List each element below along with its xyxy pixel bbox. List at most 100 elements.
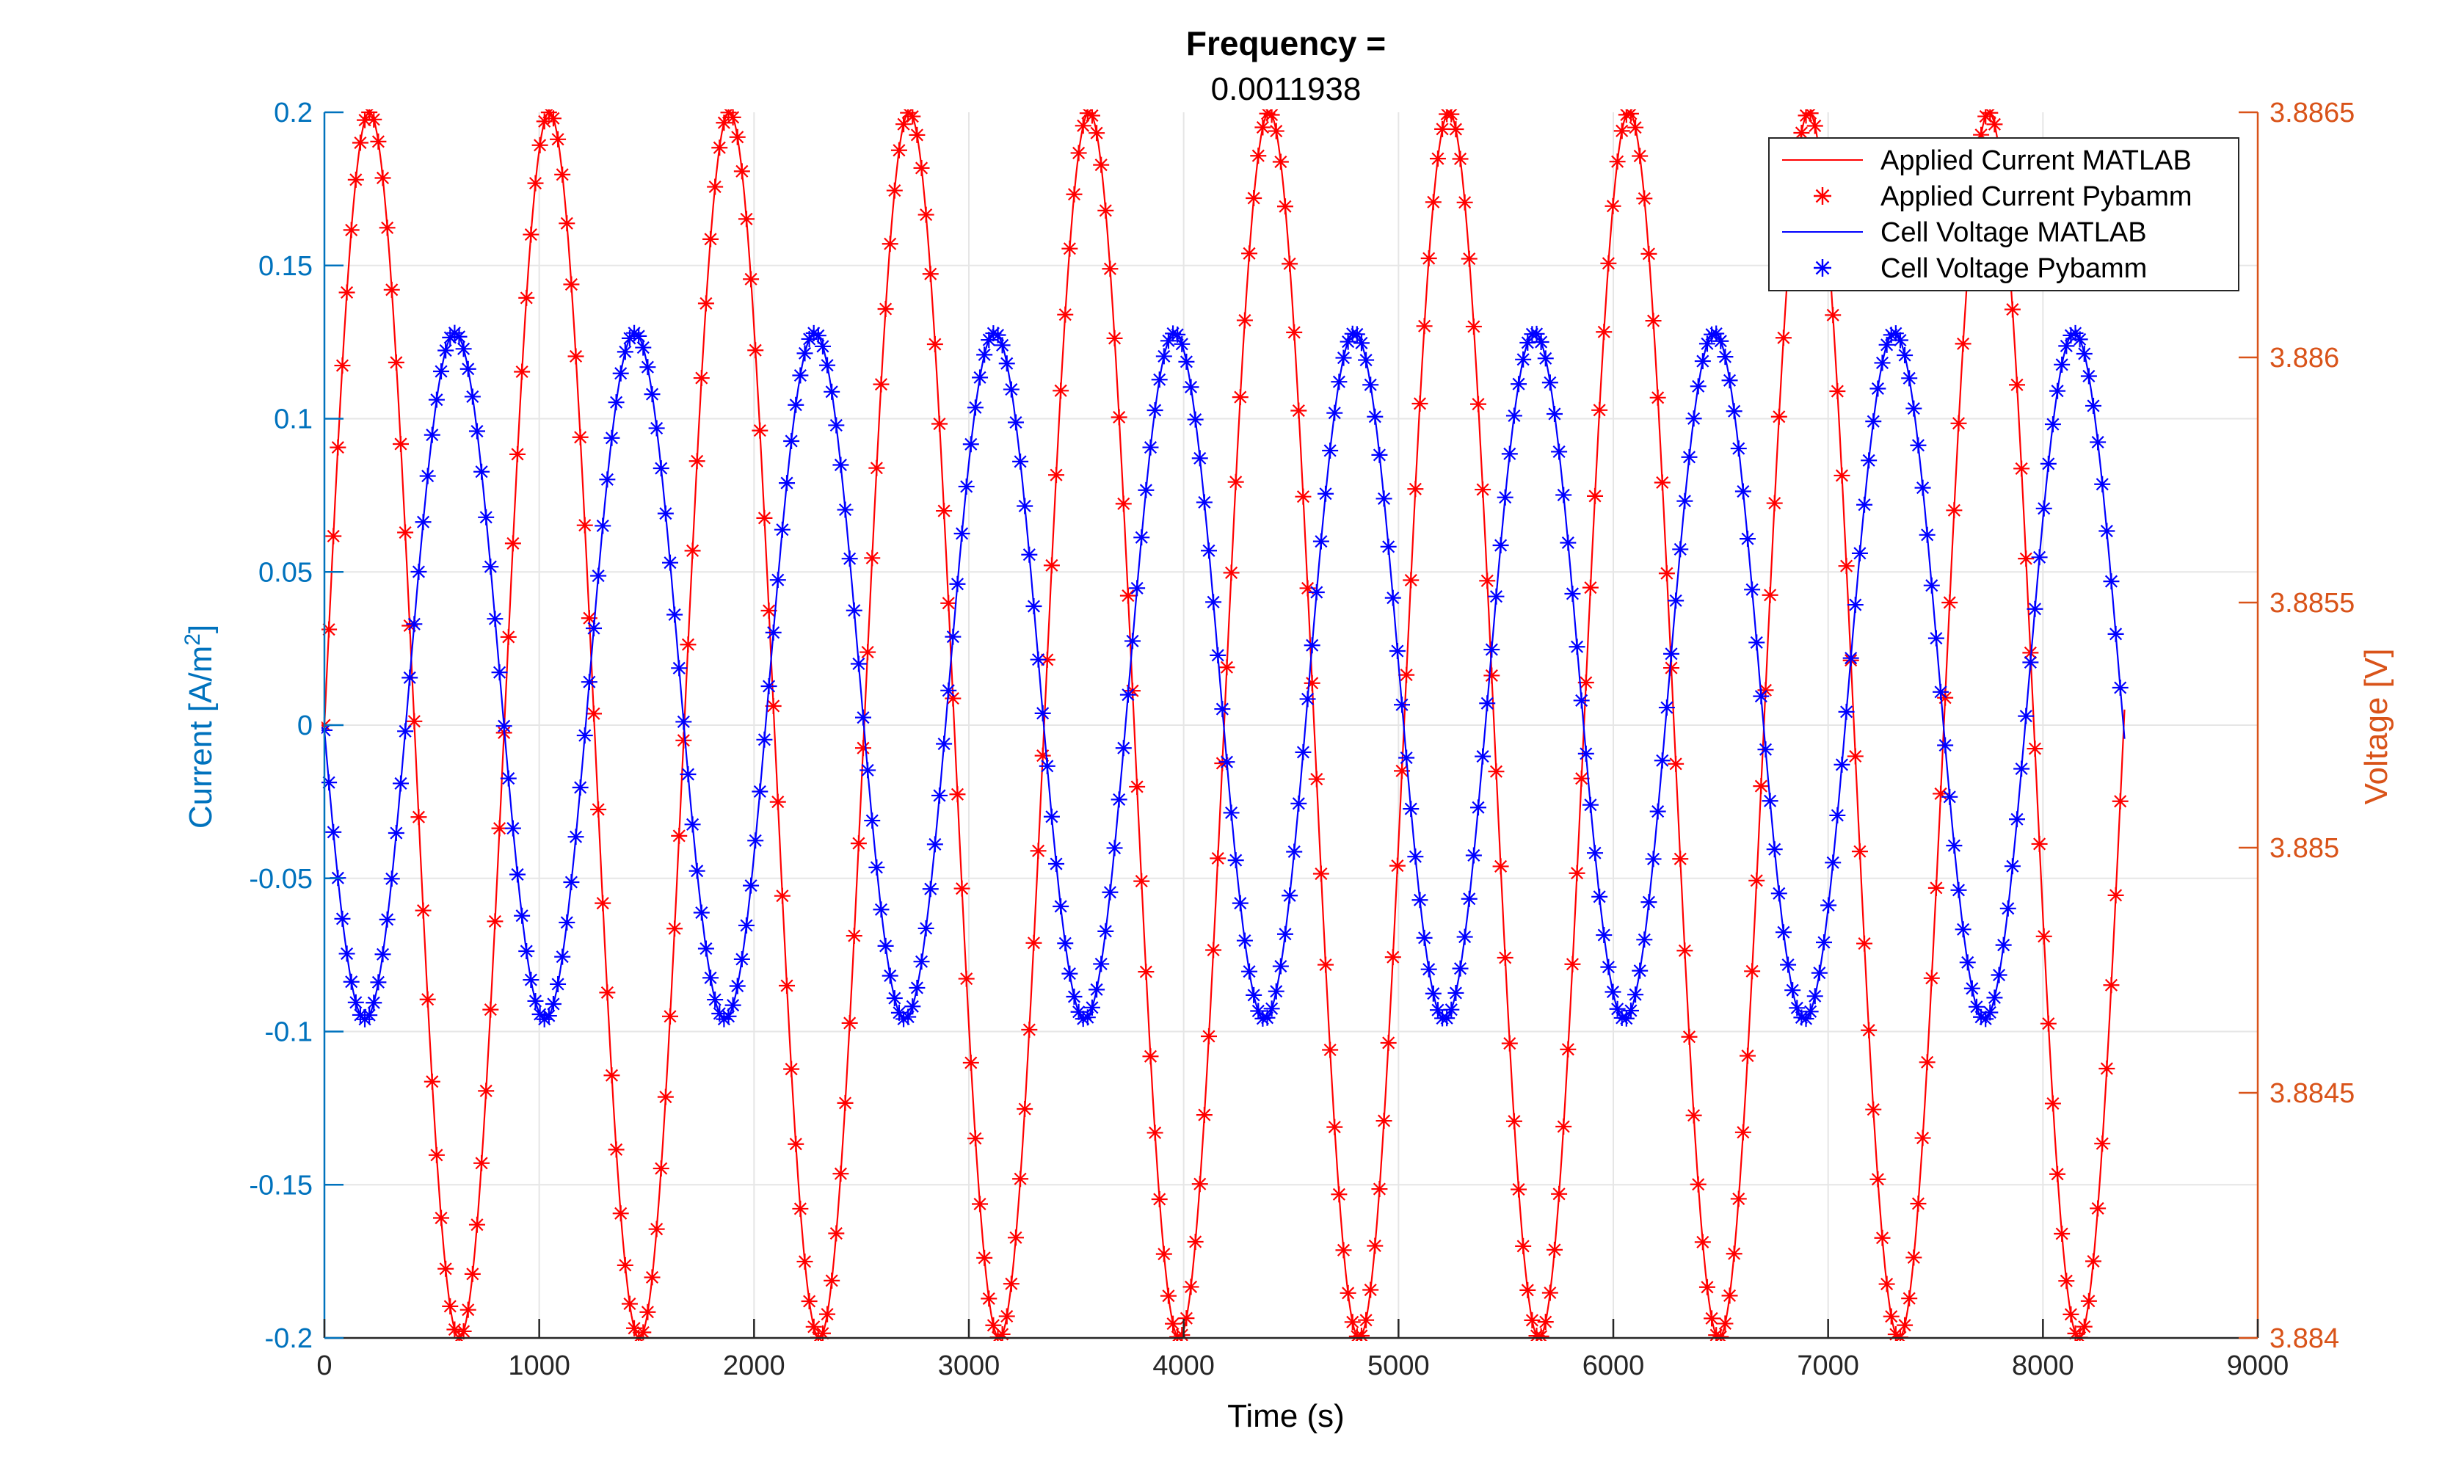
- marker-applied-current-pybamm: [1263, 109, 1280, 123]
- marker-cell-voltage-pybamm: [850, 655, 867, 672]
- marker-applied-current-pybamm: [1322, 1041, 1339, 1058]
- marker-cell-voltage-pybamm: [1012, 453, 1029, 470]
- marker-cell-voltage-pybamm: [1425, 985, 1442, 1002]
- marker-applied-current-pybamm: [1362, 1281, 1379, 1298]
- marker-applied-current-pybamm: [1138, 964, 1155, 981]
- marker-cell-voltage-pybamm: [860, 762, 876, 779]
- marker-applied-current-pybamm: [357, 112, 374, 128]
- marker-applied-current-pybamm: [1007, 1229, 1024, 1246]
- marker-cell-voltage-pybamm: [1075, 1011, 1091, 1027]
- marker-cell-voltage-pybamm: [487, 611, 504, 628]
- marker-applied-current-pybamm: [1142, 1048, 1159, 1065]
- marker-applied-current-pybamm: [671, 827, 688, 844]
- marker-cell-voltage-pybamm: [743, 877, 760, 894]
- marker-applied-current-pybamm: [1411, 395, 1428, 412]
- marker-cell-voltage-pybamm: [900, 1008, 917, 1025]
- marker-applied-current-pybamm: [1721, 1287, 1738, 1304]
- marker-applied-current-pybamm: [352, 134, 368, 151]
- marker-cell-voltage-pybamm: [1963, 980, 1980, 997]
- marker-cell-voltage-pybamm: [1335, 349, 1352, 366]
- marker-applied-current-pybamm: [917, 206, 934, 223]
- marker-applied-current-pybamm: [1025, 934, 1042, 951]
- marker-cell-voltage-pybamm: [1191, 450, 1208, 467]
- marker-cell-voltage-pybamm: [388, 825, 404, 842]
- marker-applied-current-pybamm: [2103, 977, 2120, 994]
- marker-cell-voltage-pybamm: [819, 357, 836, 374]
- marker-cell-voltage-pybamm: [1465, 847, 1482, 864]
- marker-cell-voltage-pybamm: [1933, 683, 1949, 700]
- marker-cell-voltage-pybamm: [1762, 793, 1778, 810]
- marker-cell-voltage-pybamm: [1282, 887, 1298, 904]
- marker-applied-current-pybamm: [1861, 1022, 1878, 1039]
- marker-applied-current-pybamm: [572, 429, 589, 445]
- marker-applied-current-pybamm: [397, 524, 414, 541]
- marker-applied-current-pybamm: [1394, 763, 1411, 779]
- marker-cell-voltage-pybamm: [855, 709, 872, 726]
- marker-applied-current-pybamm: [1955, 335, 1971, 352]
- marker-cell-voltage-pybamm: [1717, 349, 1734, 365]
- marker-cell-voltage-pybamm: [1770, 885, 1787, 902]
- marker-applied-current-pybamm: [1210, 850, 1226, 867]
- marker-applied-current-pybamm: [1744, 963, 1761, 980]
- marker-applied-current-pybamm: [1560, 1041, 1577, 1058]
- marker-cell-voltage-pybamm: [653, 460, 669, 477]
- marker-cell-voltage-pybamm: [482, 559, 499, 575]
- y-left-tick-label: -0.2: [265, 1323, 313, 1354]
- marker-cell-voltage-pybamm: [2063, 327, 2079, 343]
- marker-cell-voltage-pybamm: [779, 475, 796, 492]
- marker-applied-current-pybamm: [657, 1088, 674, 1105]
- marker-cell-voltage-pybamm: [729, 978, 746, 994]
- marker-cell-voltage-pybamm: [1511, 376, 1527, 393]
- marker-applied-current-pybamm: [985, 1317, 1002, 1334]
- marker-cell-voltage-pybamm: [1299, 691, 1316, 708]
- marker-cell-voltage-pybamm: [1039, 757, 1055, 774]
- marker-applied-current-pybamm: [1685, 1107, 1702, 1124]
- marker-applied-current-pybamm: [550, 131, 567, 148]
- marker-cell-voltage-pybamm: [1897, 347, 1914, 364]
- marker-applied-current-pybamm: [1982, 109, 1999, 121]
- marker-cell-voltage-pybamm: [1569, 639, 1585, 655]
- marker-cell-voltage-pybamm: [680, 766, 697, 783]
- marker-cell-voltage-pybamm: [765, 624, 782, 641]
- marker-cell-voltage-pybamm: [810, 327, 826, 344]
- marker-cell-voltage-pybamm: [635, 339, 652, 356]
- marker-cell-voltage-pybamm: [590, 567, 607, 584]
- marker-applied-current-pybamm: [949, 786, 966, 803]
- marker-applied-current-pybamm: [459, 1301, 476, 1318]
- marker-cell-voltage-pybamm: [1991, 967, 2007, 983]
- marker-cell-voltage-pybamm: [972, 369, 989, 386]
- marker-applied-current-pybamm: [1775, 330, 1792, 346]
- marker-cell-voltage-pybamm: [1798, 1011, 1814, 1027]
- marker-applied-current-pybamm: [455, 1323, 472, 1339]
- marker-cell-voltage-pybamm: [1577, 745, 1594, 762]
- marker-cell-voltage-pybamm: [1995, 936, 2012, 953]
- marker-cell-voltage-pybamm: [1470, 799, 1486, 816]
- marker-applied-current-pybamm: [1856, 935, 1873, 952]
- marker-cell-voltage-pybamm: [334, 910, 351, 927]
- marker-applied-current-pybamm: [1295, 488, 1312, 505]
- marker-applied-current-pybamm: [379, 219, 396, 236]
- marker-applied-current-pybamm: [936, 503, 953, 520]
- marker-cell-voltage-pybamm: [1744, 581, 1761, 598]
- marker-applied-current-pybamm: [1227, 473, 1244, 490]
- marker-cell-voltage-pybamm: [1775, 924, 1792, 941]
- marker-applied-current-pybamm: [1501, 1035, 1518, 1052]
- marker-applied-current-pybamm: [1587, 487, 1604, 504]
- marker-applied-current-pybamm: [504, 535, 521, 552]
- marker-cell-voltage-pybamm: [1214, 701, 1231, 718]
- marker-cell-voltage-pybamm: [383, 870, 400, 887]
- marker-cell-voltage-pybamm: [958, 478, 975, 495]
- marker-applied-current-pybamm: [1645, 313, 1662, 330]
- marker-applied-current-pybamm: [1250, 148, 1267, 164]
- marker-applied-current-pybamm: [567, 348, 584, 365]
- marker-cell-voltage-pybamm: [917, 920, 934, 936]
- marker-cell-voltage-pybamm: [1546, 405, 1563, 422]
- marker-applied-current-pybamm: [805, 1318, 822, 1335]
- legend-swatch-voltage-marker: [1814, 259, 1831, 277]
- marker-cell-voltage-pybamm: [1452, 960, 1469, 977]
- legend-star-voltage: [1814, 259, 1831, 277]
- marker-applied-current-pybamm: [1708, 1327, 1725, 1341]
- marker-cell-voltage-pybamm: [1447, 984, 1464, 1001]
- marker-applied-current-pybamm: [1914, 1130, 1931, 1146]
- marker-cell-voltage-pybamm: [1429, 1002, 1446, 1019]
